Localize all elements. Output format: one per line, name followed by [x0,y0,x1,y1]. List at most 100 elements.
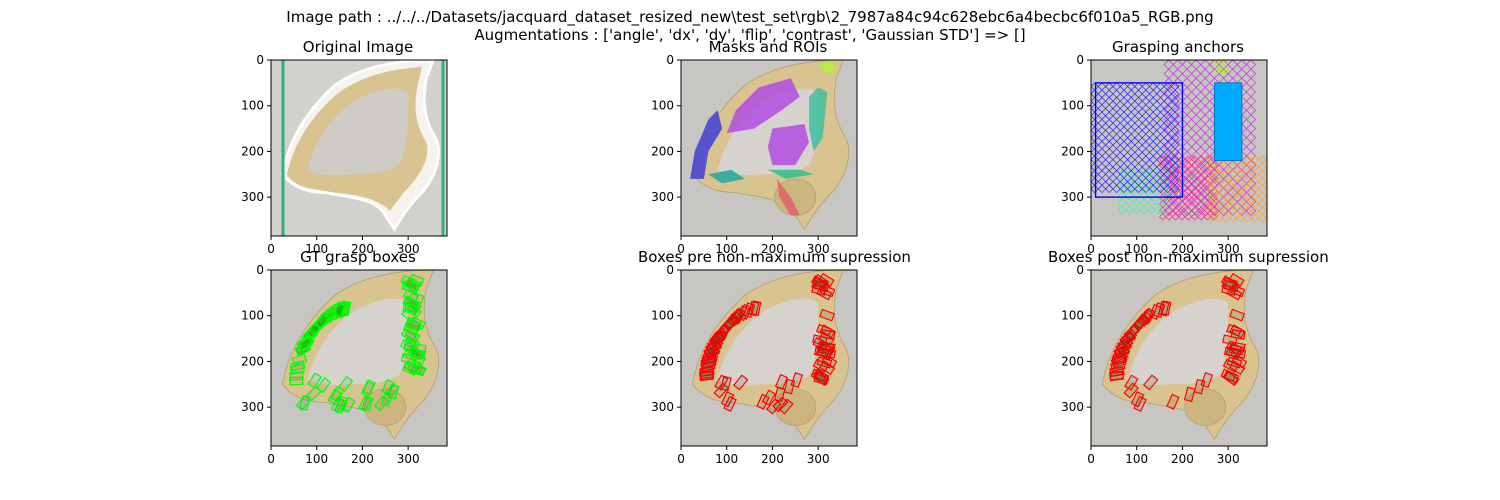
y-tick-label: 100 [651,309,674,323]
figure-title-line2: Augmentations : ['angle', 'dx', 'dy', 'f… [474,26,1026,44]
anchor-diamond [1161,198,1171,207]
x-tick-label: 0 [1087,452,1095,466]
anchor-diamond [1258,155,1267,164]
anchor-diamond [1210,193,1218,202]
grasp-box [736,305,750,322]
grasp-box [307,372,322,389]
x-tick-label: 300 [1217,452,1240,466]
panel-title-original: Original Image [302,38,414,56]
grasp-box [361,380,375,397]
y-tick-label: 200 [651,354,674,368]
anchor-diamond [1258,170,1267,179]
grasp-box [813,373,830,386]
x-tick-label: 0 [267,242,275,256]
grasp-box [774,373,789,391]
anchor-group [1090,59,1267,223]
grasp-box [1142,374,1159,391]
anchor-diamond [1210,161,1218,170]
gt-boxes [289,273,428,414]
anchor-diamond [1245,169,1257,180]
y-tick-label: 300 [651,190,674,204]
grasp-box [811,279,828,292]
mask-green [767,169,814,179]
axes-frame [680,59,858,237]
panel-title-gt: GT grasp boxes [300,248,416,266]
y-tick-label: 200 [651,144,674,158]
y-tick-label: 200 [1061,144,1084,158]
grasp-box [384,382,400,399]
x-tick-label: 200 [351,242,374,256]
anchor-diamond [1245,68,1257,79]
grasp-box [1153,302,1166,319]
grasp-box [336,395,349,412]
grasp-box [289,363,305,375]
anchor-diamond [1223,59,1229,66]
object-group [690,59,850,230]
x-tick-label: 100 [715,452,738,466]
anchor-diamond [1258,177,1267,186]
y-tick-label: 300 [1061,400,1084,414]
x-tick-label: 0 [677,242,685,256]
figure-title-line1: Image path : ../../../Datasets/jacquard_… [286,8,1214,26]
grasp-box [710,329,727,345]
mask-purple-2 [767,124,809,166]
object-hole [717,298,819,386]
anchor-diamond [1245,86,1257,98]
grasp-box [812,358,830,373]
anchor-diamond [1245,141,1257,152]
y-tick-label: 300 [1061,190,1084,204]
anchor-diamond [1258,192,1267,201]
anchor-diamond [1170,104,1180,113]
grasp-box [1124,324,1141,340]
grasp-box [720,375,732,392]
anchor-diamond [1170,97,1180,106]
anchor-diamond [1258,214,1267,223]
mask-cyan [708,169,745,184]
grasp-box [409,347,425,360]
y-tick-label: 0 [666,53,674,67]
grasp-box [296,336,314,352]
mask-blue [690,110,723,179]
x-tick-label: 200 [761,242,784,256]
object-knob [1184,388,1227,426]
grasp-box [812,368,829,384]
axes-frame [270,269,448,447]
grasp-box [1222,370,1239,386]
anchor-diamond [1170,155,1180,164]
grasp-box [1230,328,1246,340]
panel-boxes-pre-nms: 0 0 100 100 200 200 300 300 [651,263,858,466]
anchor-diamond [1170,162,1180,172]
y-tick-label: 100 [1061,99,1084,113]
anchor-diamond [1245,114,1257,125]
object-hole [1127,298,1229,386]
anchor-diamond [1245,105,1257,116]
anchor-diamond [1161,176,1171,185]
y-tick-label: 0 [666,263,674,277]
panel-title-masks: Masks and ROIs [708,38,828,56]
x-tick-label: 300 [807,242,830,256]
grasp-box [1109,371,1124,382]
anchor-diamond [1258,206,1267,215]
x-tick-label: 300 [1217,242,1240,256]
y-tick-label: 0 [1076,263,1084,277]
grasp-box [332,302,345,319]
grasp-box [699,368,715,380]
anchor-diamond [1258,162,1267,172]
mask-purple [726,78,800,134]
anchor-diamond [1170,111,1180,120]
anchor-diamond [1170,177,1180,186]
y-tick-label: 300 [241,400,264,414]
anchor-diamond [1161,169,1171,178]
y-tick-label: 300 [651,400,674,414]
anchor-diamond [1223,68,1229,75]
anchors-lime [1213,59,1229,75]
object-group [691,269,850,440]
y-tick-label: 0 [256,263,264,277]
grasp-box [333,302,346,318]
grasp-box [1139,308,1155,326]
panel-boxes-post-nms: 0 0 100 100 200 200 300 300 [1061,263,1268,466]
grasp-box [783,378,796,395]
anchor-diamond [1170,148,1180,157]
y-tick-label: 100 [651,99,674,113]
grasp-box [732,374,749,391]
